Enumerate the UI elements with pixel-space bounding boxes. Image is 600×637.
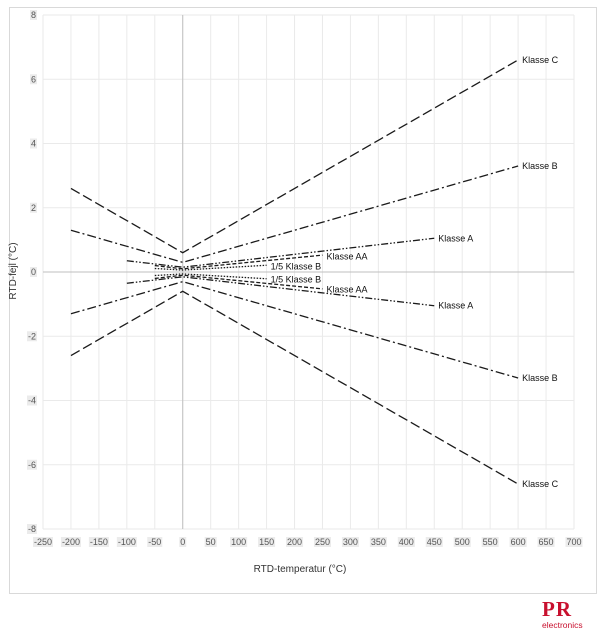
series-line [126, 237, 435, 268]
x-tick-bg [116, 537, 137, 547]
y-axis-title: RTD-fejl (°C) [8, 242, 19, 299]
series-label: Klasse B [522, 161, 558, 171]
x-tick-label: 150 [259, 537, 274, 547]
x-axis-title: RTD-temperatur (°C) [254, 564, 347, 575]
y-tick-label: -4 [28, 396, 36, 406]
x-tick-bg [179, 537, 187, 547]
series-line [70, 165, 519, 264]
chart-frame [9, 7, 597, 594]
series-line [154, 254, 323, 270]
x-tick-label: 400 [399, 537, 414, 547]
series-label: 1/5 Klasse B [271, 262, 322, 272]
series-label: 1/5 Klasse B [271, 274, 322, 284]
x-tick-bg [565, 537, 583, 547]
series-line [126, 276, 435, 307]
logo-mark: PR [542, 597, 572, 621]
y-tick-bg [29, 138, 37, 149]
series-label: Klasse A [438, 301, 473, 311]
x-tick-bg [453, 537, 471, 547]
axes [43, 15, 574, 529]
x-tick-label: 700 [566, 537, 581, 547]
y-tick-bg [26, 524, 37, 534]
x-tick-label: -200 [62, 537, 80, 547]
x-tick-label: 300 [343, 537, 358, 547]
y-tick-bg [26, 395, 37, 406]
x-tick-label: 500 [455, 537, 470, 547]
x-tick-bg [60, 537, 81, 547]
y-tick-label: -2 [28, 331, 36, 341]
series-line [154, 274, 323, 290]
x-tick-bg [286, 537, 304, 547]
y-tick-bg [26, 331, 37, 342]
x-tick-label: -150 [90, 537, 108, 547]
x-tick-bg [88, 537, 109, 547]
y-tick-bg [29, 10, 37, 20]
x-tick-bg [204, 537, 217, 547]
x-tick-label: 550 [483, 537, 498, 547]
series-label: Klasse AA [326, 285, 367, 295]
series-label: Klasse B [522, 373, 558, 383]
x-tick-label: -100 [118, 537, 136, 547]
y-tick-label: -6 [28, 460, 36, 470]
series-label: Klasse A [438, 233, 473, 243]
series-labels: Klasse C Klasse C Klasse B Klasse B Klasse A… [271, 55, 559, 489]
x-tick-bg [32, 537, 54, 547]
x-tick-bg [147, 537, 163, 547]
x-tick-label: 250 [315, 537, 330, 547]
x-tick-bg [537, 537, 555, 547]
logo-subtitle: electronics [542, 620, 583, 630]
series-lines [70, 59, 519, 485]
x-tick-label: 650 [539, 537, 554, 547]
x-tick-label: 600 [511, 537, 526, 547]
y-tick-bg [29, 267, 37, 277]
y-tick-bg [29, 74, 37, 85]
tick-labels: -250 -200 -150 -100 -50 0 50 100 150 200 250 300 350… [26, 10, 583, 547]
y-tick-label: 4 [31, 139, 36, 149]
x-tick-bg [397, 537, 415, 547]
x-tick-bg [313, 537, 331, 547]
y-tick-label: -8 [28, 524, 36, 534]
x-tick-label: 450 [427, 537, 442, 547]
series-label: Klasse C [522, 55, 559, 65]
rtd-error-chart: Klasse C Klasse C Klasse B Klasse B Klasse A… [8, 10, 583, 575]
x-tick-label: 0 [180, 537, 185, 547]
series-label: Klasse C [522, 479, 559, 489]
series-line [70, 290, 519, 485]
series-line [154, 273, 267, 280]
x-tick-label: 50 [206, 537, 216, 547]
x-tick-label: 100 [231, 537, 246, 547]
series-line [70, 59, 519, 254]
x-tick-bg [425, 537, 443, 547]
y-tick-label: 6 [31, 74, 36, 84]
x-tick-bg [369, 537, 387, 547]
x-tick-bg [258, 537, 276, 547]
y-tick-bg [29, 202, 37, 213]
x-tick-label: 200 [287, 537, 302, 547]
y-tick-label: 0 [31, 267, 36, 277]
y-tick-bg [26, 459, 37, 470]
x-tick-label: -250 [34, 537, 52, 547]
x-tick-label: -50 [148, 537, 161, 547]
series-line [70, 280, 519, 379]
x-tick-bg [481, 537, 499, 547]
x-tick-label: 350 [371, 537, 386, 547]
y-tick-label: 8 [31, 10, 36, 20]
series-line [154, 264, 267, 271]
x-tick-bg [341, 537, 359, 547]
y-tick-label: 2 [31, 203, 36, 213]
x-tick-bg [230, 537, 248, 547]
pr-electronics-logo: PR electronics [536, 598, 596, 634]
series-label: Klasse AA [326, 252, 367, 262]
x-tick-bg [509, 537, 527, 547]
